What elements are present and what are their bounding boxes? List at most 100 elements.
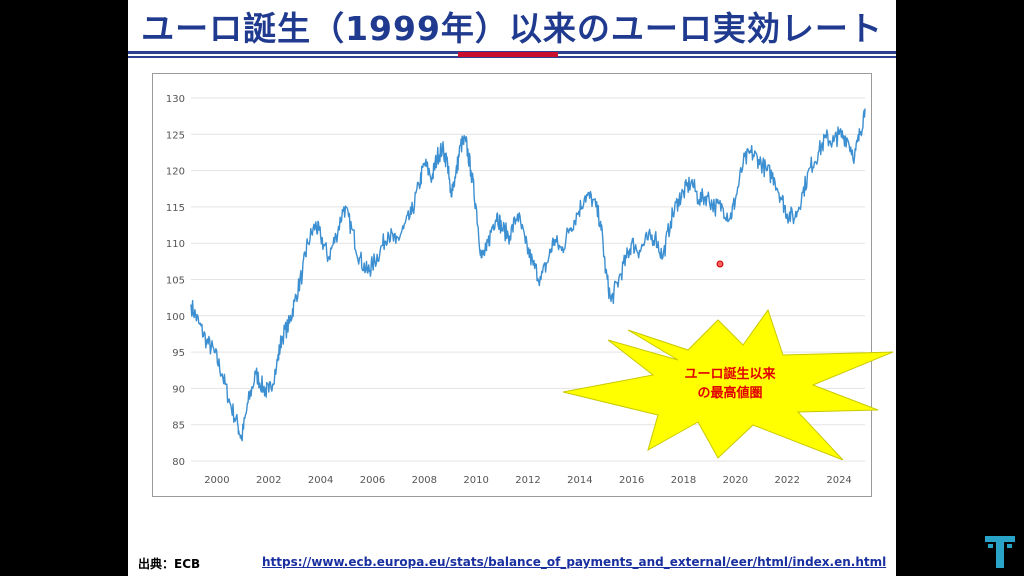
data-point [410, 213, 412, 215]
data-point [682, 191, 685, 193]
data-point [327, 257, 329, 259]
y-axis-ticks: 80 85 90 95 100 105 110 115 120 125 130 [166, 94, 185, 468]
data-point [729, 217, 731, 219]
data-point [255, 373, 257, 375]
data-point [371, 264, 374, 266]
y-tick-label: 125 [166, 130, 185, 141]
data-point [610, 300, 612, 302]
data-point [817, 151, 819, 154]
callout-line-1: ユーロ誕生以来 [684, 366, 776, 382]
data-point [501, 228, 503, 230]
t-logo-icon [985, 536, 1015, 568]
x-tick-label: 2016 [619, 475, 644, 486]
data-point [605, 271, 607, 273]
data-point [734, 199, 736, 201]
data-point [833, 140, 835, 143]
data-point [418, 184, 420, 186]
x-tick-label: 2014 [567, 475, 592, 486]
data-point [540, 278, 542, 281]
y-tick-label: 105 [166, 276, 185, 287]
data-point [509, 235, 511, 237]
data-point [351, 228, 353, 230]
slide: ユーロ誕生（1999年）以来のユーロ実効レート 80 85 90 95 100 105 11… [128, 0, 896, 576]
x-tick-label: 2002 [256, 475, 281, 486]
data-point [465, 140, 467, 143]
data-point [677, 199, 679, 201]
y-tick-label: 110 [166, 239, 185, 250]
data-point [301, 271, 304, 273]
burst-shape [562, 308, 894, 460]
data-point [485, 249, 488, 252]
data-point [205, 340, 208, 342]
data-point [395, 242, 397, 244]
data-point [576, 213, 578, 215]
data-point [423, 162, 425, 164]
y-tick-label: 95 [172, 348, 185, 359]
data-point [568, 228, 571, 230]
data-point [846, 137, 848, 139]
data-point [618, 278, 620, 281]
data-point [431, 177, 433, 179]
data-point [320, 235, 322, 237]
data-point [402, 228, 405, 230]
data-point [721, 206, 724, 208]
x-tick-label: 2000 [204, 475, 229, 486]
data-point [532, 264, 534, 266]
x-tick-label: 2020 [723, 475, 748, 486]
source-link[interactable]: https://www.ecb.europa.eu/stats/balance_… [262, 555, 887, 569]
data-point [229, 402, 231, 404]
data-point [825, 137, 827, 139]
x-tick-label: 2024 [826, 475, 851, 486]
data-point [654, 235, 656, 237]
data-point [646, 238, 648, 241]
y-tick-label: 120 [166, 167, 185, 178]
x-tick-label: 2006 [360, 475, 385, 486]
data-point [475, 206, 477, 208]
data-point [314, 224, 317, 226]
data-point [447, 162, 449, 164]
data-point [706, 195, 708, 197]
data-point [638, 249, 641, 252]
data-point [496, 213, 498, 215]
data-point [561, 249, 563, 252]
data-point [281, 336, 283, 339]
data-point [387, 231, 389, 233]
data-point [690, 180, 692, 183]
x-axis-ticks: 2000 2002 2004 2006 2008 2010 2012 2014 2016 2018… [204, 475, 852, 486]
data-point [262, 387, 265, 389]
data-point [198, 322, 200, 324]
slide-title: ユーロ誕生（1999年）以来のユーロ実効レート [141, 9, 883, 48]
y-tick-label: 85 [172, 421, 185, 432]
data-point [275, 366, 278, 368]
data-point [599, 220, 602, 223]
data-point [288, 322, 291, 324]
data-point [517, 213, 519, 215]
x-tick-label: 2018 [671, 475, 696, 486]
data-point [742, 162, 744, 164]
data-point [454, 177, 457, 179]
cursor-marker [716, 260, 724, 268]
data-point [794, 217, 796, 219]
underline-red-accent [458, 52, 558, 57]
data-point [343, 206, 345, 208]
y-tick-label: 130 [166, 94, 185, 105]
data-point [213, 351, 215, 353]
callout-burst: ユーロ誕生以来 の最高値圏 [562, 308, 894, 460]
data-point [781, 199, 783, 201]
data-point [237, 424, 239, 426]
data-point [714, 206, 716, 208]
data-point [662, 257, 664, 259]
grid [191, 97, 865, 462]
data-point [625, 257, 628, 259]
data-point [240, 438, 243, 440]
data-point [631, 242, 633, 244]
data-point [268, 391, 270, 393]
data-point [592, 199, 594, 201]
callout-line-2: の最高値圏 [697, 385, 762, 401]
data-point [358, 257, 361, 259]
data-point [859, 133, 861, 135]
data-point [221, 373, 223, 375]
data-point [750, 151, 752, 154]
y-tick-label: 90 [172, 384, 185, 395]
